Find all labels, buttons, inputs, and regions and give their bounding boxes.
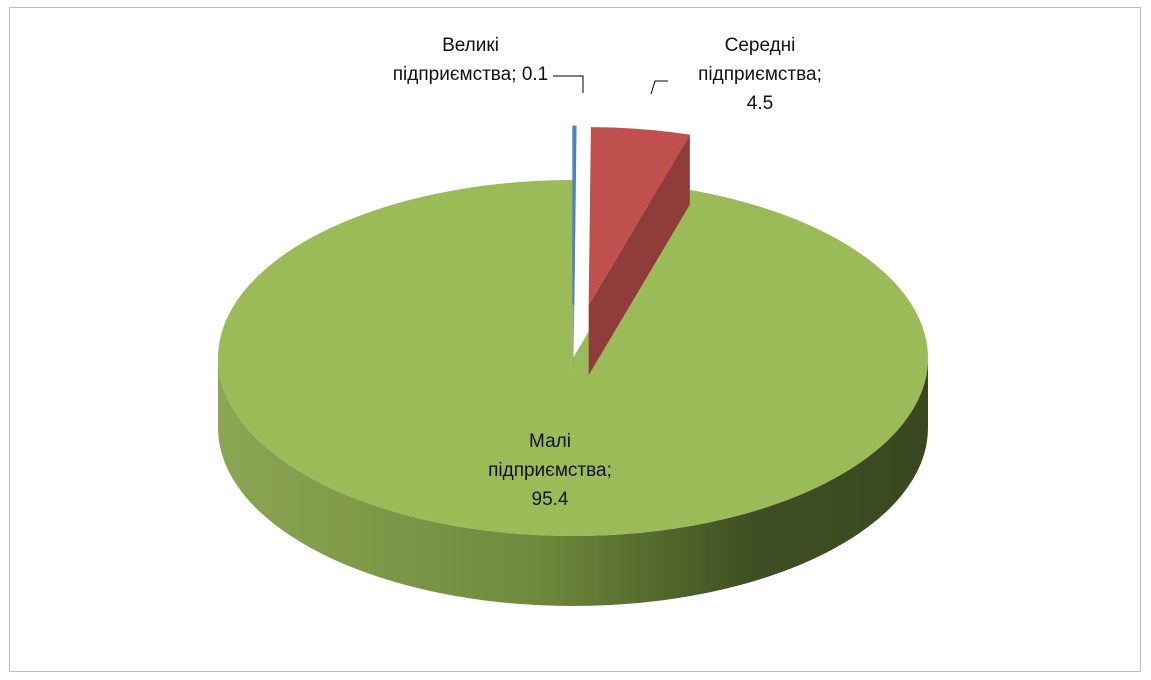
label-part: 95.4 xyxy=(531,489,569,510)
label-part: ; xyxy=(606,460,612,481)
label-part: 4.5 xyxy=(746,93,774,114)
slice xyxy=(572,125,577,305)
label-part: ; xyxy=(816,64,822,85)
label-part: Великі підприємства xyxy=(392,35,512,85)
slice xyxy=(588,127,690,306)
slice xyxy=(218,180,929,536)
label-part: ; xyxy=(511,64,522,85)
label-part: Малі підприємства xyxy=(488,431,607,481)
data-label: Середні підприємства; 4.5 xyxy=(690,31,830,118)
slice-side xyxy=(218,358,928,606)
label-part: 0.1 xyxy=(521,64,549,85)
data-label: Малі підприємства; 95.4 xyxy=(480,427,620,514)
label-part: Середні підприємства xyxy=(698,35,817,85)
slice-side xyxy=(588,134,690,376)
leader-line xyxy=(650,80,668,95)
leader-line xyxy=(553,75,584,93)
data-label: Великі підприємства; 0.1 xyxy=(383,31,558,89)
